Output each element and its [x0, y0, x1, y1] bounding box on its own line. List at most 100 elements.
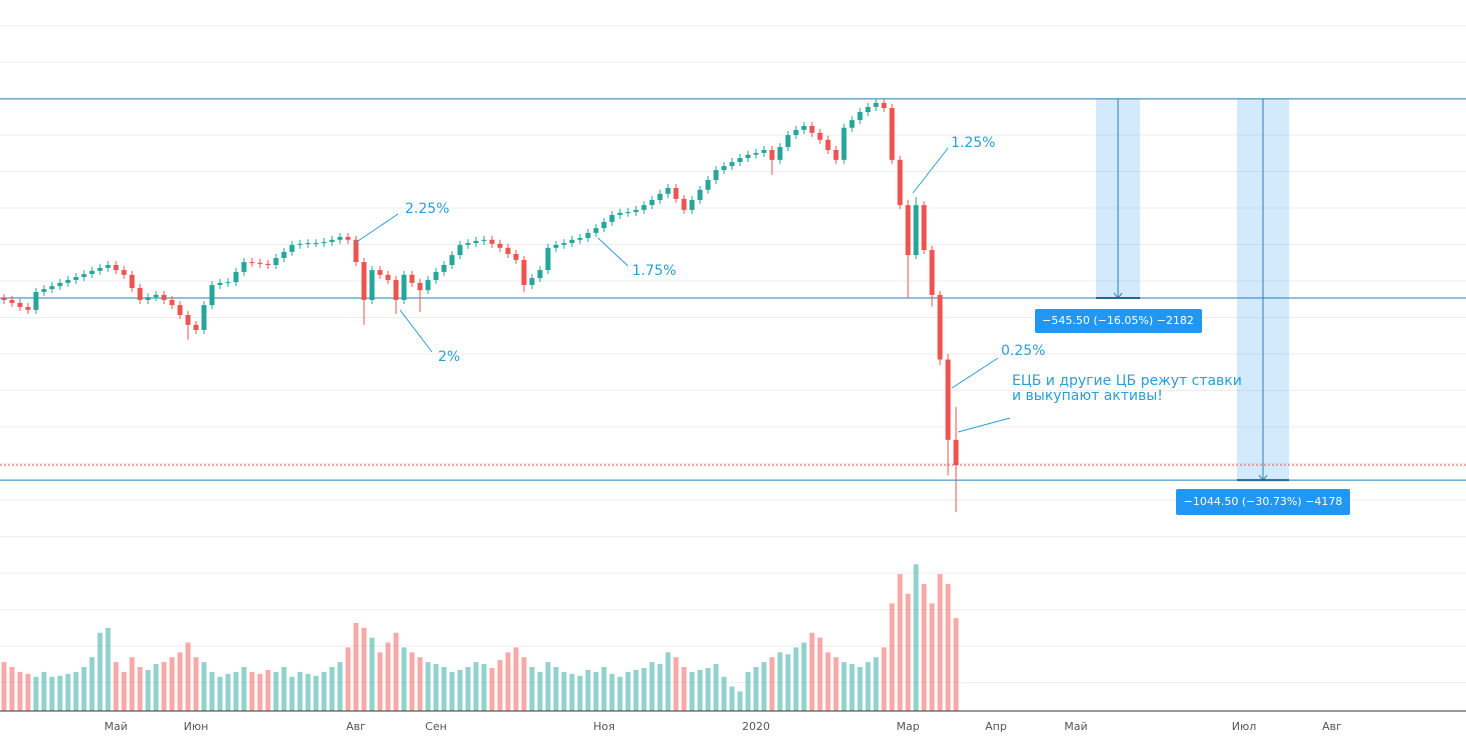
x-tick-label: Авг — [346, 720, 366, 733]
leader-line — [912, 147, 949, 194]
candle-body — [609, 214, 615, 222]
volume-bar — [929, 603, 935, 711]
candle-body — [393, 279, 399, 301]
candle-body — [161, 294, 167, 301]
candle-body — [617, 212, 623, 215]
candle-body — [417, 282, 423, 291]
measurements — [1096, 98, 1289, 482]
candle-body — [561, 243, 567, 245]
volume-bar — [721, 676, 727, 711]
volume-bar — [433, 664, 439, 711]
candle-body — [817, 132, 823, 140]
candle-body — [625, 212, 631, 214]
volume-bar — [649, 662, 655, 711]
candle-body — [585, 232, 591, 238]
volume-bar — [785, 654, 791, 711]
candle-body — [761, 150, 767, 153]
candle-body — [545, 247, 551, 271]
candle-body — [489, 239, 495, 244]
volume-bar — [145, 669, 151, 711]
volume-bar — [41, 671, 47, 711]
leader-line — [597, 237, 629, 267]
volume-bar — [425, 662, 431, 711]
candle-body — [905, 205, 911, 256]
volume-bar — [865, 662, 871, 711]
volume-bar — [297, 671, 303, 711]
volume-bar — [81, 667, 87, 711]
x-tick-label: Ноя — [593, 720, 615, 733]
volume-bar — [641, 667, 647, 711]
x-tick-label: Авг — [1322, 720, 1342, 733]
candle-body — [169, 300, 175, 306]
volume-bar — [921, 583, 927, 711]
candle-body — [473, 240, 479, 244]
volume-bar — [457, 669, 463, 711]
annotation: ЕЦБ и другие ЦБ режут ставки — [1012, 373, 1242, 389]
volume-bar — [89, 657, 95, 711]
candle-body — [465, 243, 471, 245]
candle-body — [849, 120, 855, 128]
volume-bar — [913, 564, 919, 711]
candle-body — [241, 262, 247, 272]
volume-bar — [793, 647, 799, 711]
candle-body — [145, 297, 151, 301]
candle-body — [209, 285, 215, 306]
volume-bar — [673, 657, 679, 711]
volume-bar — [769, 657, 775, 711]
volume-bar — [65, 673, 71, 711]
volume-bar — [201, 662, 207, 711]
candle-body — [185, 314, 191, 325]
volume-bar — [665, 652, 671, 711]
volume-bar — [873, 657, 879, 711]
x-tick-label: Апр — [985, 720, 1007, 733]
volume-bar — [905, 593, 911, 711]
volume-bar — [321, 671, 327, 711]
candle-body — [57, 282, 63, 287]
volume-bar — [121, 671, 127, 711]
candle-body — [257, 262, 263, 264]
volume-bar — [745, 671, 751, 711]
volume-bar — [625, 671, 631, 711]
volume-bar — [441, 667, 447, 711]
candle-body — [425, 279, 431, 291]
candle-body — [65, 279, 71, 283]
annotation: 1.25% — [951, 135, 995, 151]
annotation: 0.25% — [1001, 343, 1045, 359]
candle-body — [689, 200, 695, 210]
volume-bar — [17, 671, 23, 711]
candle-body — [521, 259, 527, 286]
candle-body — [705, 179, 711, 190]
volume — [1, 564, 959, 711]
candle-body — [233, 271, 239, 283]
candle-body — [361, 262, 367, 301]
volume-bar — [945, 583, 951, 711]
volume-bar — [225, 673, 231, 711]
volume-bar — [569, 673, 575, 711]
candle-body — [49, 286, 55, 290]
volume-bar — [817, 637, 823, 711]
candle-body — [809, 125, 815, 133]
volume-bar — [617, 676, 623, 711]
x-axis-labels: Май Июн Авг Сен Ноя 2020 Мар Апр Май Июл Авг — [104, 720, 1342, 733]
candle-body — [457, 244, 463, 256]
measure-box — [1035, 309, 1202, 333]
candle-body — [601, 221, 607, 229]
volume-bar — [849, 664, 855, 711]
volume-bar — [329, 667, 335, 711]
candle-body — [721, 166, 727, 171]
volume-bar — [545, 662, 551, 711]
candle-body — [137, 287, 143, 301]
annotations: 2.25% 1.75% 2% 1.25% 0.25% ЕЦБ и другие … — [354, 135, 1242, 433]
volume-bar — [345, 647, 351, 711]
volume-bar — [513, 647, 519, 711]
volume-bar — [49, 676, 55, 711]
volume-bar — [393, 632, 399, 711]
volume-bar — [697, 669, 703, 711]
candle-body — [497, 243, 503, 248]
candle-body — [337, 236, 343, 240]
candle-body — [89, 270, 95, 275]
volume-bar — [841, 662, 847, 711]
candle-body — [633, 209, 639, 213]
volume-bar — [801, 642, 807, 711]
candle-body — [713, 170, 719, 180]
